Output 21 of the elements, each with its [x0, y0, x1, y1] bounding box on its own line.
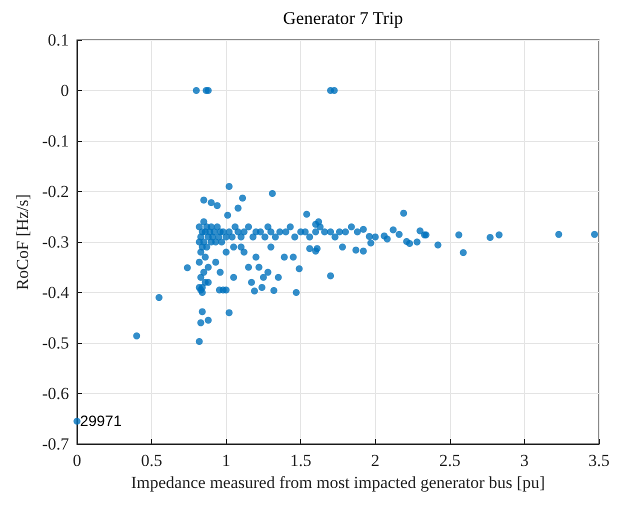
x-tick-label: 0 [72, 451, 82, 470]
y-tick-label: -0.2 [42, 182, 69, 201]
x-tick-label: 1 [222, 451, 230, 470]
y-tick-label: -0.3 [42, 232, 69, 252]
x-tick-label: 2.5 [439, 451, 460, 470]
y-tick-label: -0.7 [42, 434, 70, 454]
y-tick-label: 0 [60, 81, 69, 100]
y-tick-label: 0.1 [48, 30, 69, 50]
chart-title: Generator 7 Trip [283, 8, 403, 28]
x-axis-title: Impedance measured from most impacted generator bus [pu] [131, 472, 545, 492]
y-tick-label: -0.5 [42, 334, 69, 352]
x-tick-label: 0.5 [140, 451, 162, 470]
y-tick-label: -0.4 [42, 283, 70, 302]
y-tick-label: -0.6 [42, 384, 69, 403]
annotation: 29971 [80, 412, 122, 430]
x-tick-label: 1.5 [290, 451, 312, 470]
x-tick-label: 3.5 [588, 451, 610, 470]
y-tick-label: -0.1 [42, 132, 69, 150]
y-axis-title: RoCoF [Hz/s] [13, 194, 32, 290]
x-tick-label: 2 [371, 451, 380, 470]
x-tick-label: 3 [520, 451, 529, 470]
